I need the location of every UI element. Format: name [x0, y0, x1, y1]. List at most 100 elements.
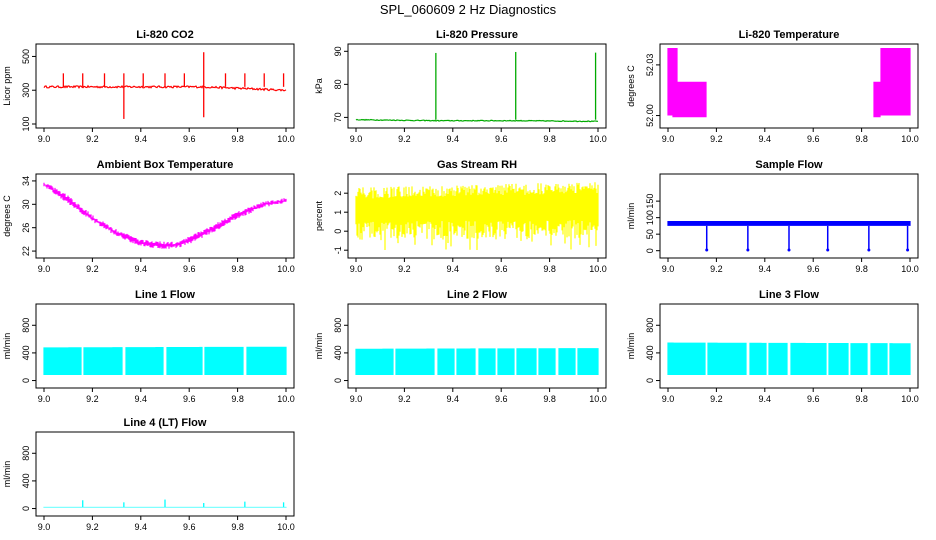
x-tick-label: 9.4 — [759, 264, 772, 274]
x-tick-label: 9.6 — [807, 264, 820, 274]
x-tick-label: 9.4 — [447, 394, 460, 404]
y-tick-label: 0 — [645, 248, 655, 253]
y-axis-label: ml/min — [626, 333, 636, 360]
x-tick-label: 9.8 — [231, 394, 244, 404]
x-tick-label: 9.2 — [710, 134, 723, 144]
y-tick-label: 2 — [333, 191, 343, 196]
data-band — [43, 346, 287, 376]
data-band — [355, 182, 599, 251]
x-tick-label: 9.0 — [38, 522, 51, 532]
panel-title: Line 3 Flow — [759, 289, 819, 301]
y-axis-label: ml/min — [314, 333, 324, 360]
data-point — [906, 248, 910, 252]
x-tick-label: 9.0 — [38, 134, 51, 144]
y-tick-label: 50 — [645, 229, 655, 239]
x-tick-label: 10.0 — [277, 264, 295, 274]
x-tick-label: 9.2 — [86, 394, 99, 404]
y-tick-label: 34 — [21, 176, 31, 186]
x-tick-label: 9.4 — [447, 134, 460, 144]
x-tick-label: 9.0 — [38, 394, 51, 404]
x-tick-label: 10.0 — [277, 522, 295, 532]
y-tick-label: 150 — [645, 194, 655, 209]
chart-panel: Ambient Box Temperature degrees C 9.0 9.2 9.… — [2, 159, 295, 274]
data-point — [705, 248, 709, 252]
x-tick-label: 9.6 — [495, 134, 508, 144]
y-tick-label: -1 — [333, 246, 343, 254]
y-tick-label: 70 — [333, 112, 343, 122]
data-band — [667, 342, 911, 376]
y-tick-label: 52.03 — [645, 54, 655, 77]
x-tick-label: 9.8 — [543, 264, 556, 274]
y-tick-label: 400 — [645, 345, 655, 360]
x-tick-label: 9.6 — [495, 394, 508, 404]
x-tick-label: 9.0 — [662, 264, 675, 274]
x-tick-label: 10.0 — [277, 134, 295, 144]
data-point — [746, 248, 750, 252]
x-tick-label: 9.2 — [398, 134, 411, 144]
y-tick-label: 800 — [333, 318, 343, 333]
plot-frame — [659, 303, 919, 389]
x-tick-label: 9.0 — [350, 134, 363, 144]
x-tick-label: 10.0 — [901, 264, 919, 274]
y-tick-label: 500 — [21, 49, 31, 64]
x-tick-label: 10.0 — [901, 134, 919, 144]
chart-panel: Line 4 (LT) Flow ml/min 9.0 9.2 9.4 9.6 9.8 10.… — [2, 417, 295, 532]
x-tick-label: 9.0 — [350, 264, 363, 274]
x-tick-label: 9.6 — [495, 264, 508, 274]
x-tick-label: 10.0 — [277, 394, 295, 404]
x-tick-label: 9.8 — [231, 264, 244, 274]
y-tick-label: 0 — [21, 506, 31, 511]
data-band — [667, 220, 911, 226]
y-tick-label: 0 — [333, 378, 343, 383]
panel-title: Gas Stream RH — [437, 159, 517, 171]
y-tick-label: 0 — [333, 229, 343, 234]
chart-panel: Line 2 Flow ml/min 9.0 9.2 9.4 9.6 9.8 10.0 0 400… — [314, 289, 607, 404]
x-tick-label: 10.0 — [901, 394, 919, 404]
data-line — [355, 118, 599, 123]
y-tick-label: 300 — [21, 83, 31, 98]
x-tick-label: 9.4 — [135, 264, 148, 274]
x-tick-label: 9.8 — [543, 134, 556, 144]
y-axis-label: Licor ppm — [2, 66, 12, 106]
y-tick-label: 400 — [21, 345, 31, 360]
chart-panel: Line 1 Flow ml/min 9.0 9.2 9.4 9.6 9.8 10.0 0 400… — [2, 289, 295, 404]
plot-frame — [659, 173, 919, 259]
y-tick-label: 0 — [645, 378, 655, 383]
x-tick-label: 9.0 — [350, 394, 363, 404]
x-tick-label: 9.4 — [447, 264, 460, 274]
y-tick-label: 90 — [333, 46, 343, 56]
panel-title: Li-820 Temperature — [739, 29, 840, 41]
y-axis-label: ml/min — [2, 461, 12, 488]
data-band — [43, 506, 287, 508]
y-tick-label: 800 — [21, 318, 31, 333]
x-tick-label: 10.0 — [589, 394, 607, 404]
y-axis-label: degrees C — [2, 195, 12, 237]
x-tick-label: 9.6 — [807, 134, 820, 144]
x-tick-label: 9.6 — [183, 264, 196, 274]
x-tick-label: 9.8 — [855, 394, 868, 404]
x-tick-label: 10.0 — [589, 264, 607, 274]
y-axis-label: ml/min — [2, 333, 12, 360]
y-axis-label: percent — [314, 200, 324, 231]
x-tick-label: 9.8 — [855, 134, 868, 144]
y-tick-label: 400 — [21, 473, 31, 488]
figure-title: SPL_060609 2 Hz Diagnostics — [379, 2, 557, 17]
x-tick-label: 9.4 — [135, 134, 148, 144]
chart-panel: Li-820 CO2 Licor ppm 9.0 9.2 9.4 9.6 9.8 10.0 10… — [2, 29, 295, 144]
panel-title: Line 4 (LT) Flow — [124, 417, 207, 429]
y-axis-label: kPa — [314, 78, 324, 94]
panel-title: Sample Flow — [755, 159, 823, 171]
data-band — [43, 182, 287, 249]
chart-panel: Line 3 Flow ml/min 9.0 9.2 9.4 9.6 9.8 10.0 0 400… — [626, 289, 919, 404]
plot-frame — [35, 431, 295, 517]
x-tick-label: 9.8 — [855, 264, 868, 274]
plot-frame — [347, 43, 607, 129]
x-tick-label: 9.4 — [135, 394, 148, 404]
plot-frame — [35, 303, 295, 389]
panel-title: Ambient Box Temperature — [97, 159, 234, 171]
y-tick-label: 800 — [21, 446, 31, 461]
y-tick-label: 1 — [333, 210, 343, 215]
plot-frame — [35, 43, 295, 129]
x-tick-label: 9.4 — [759, 394, 772, 404]
